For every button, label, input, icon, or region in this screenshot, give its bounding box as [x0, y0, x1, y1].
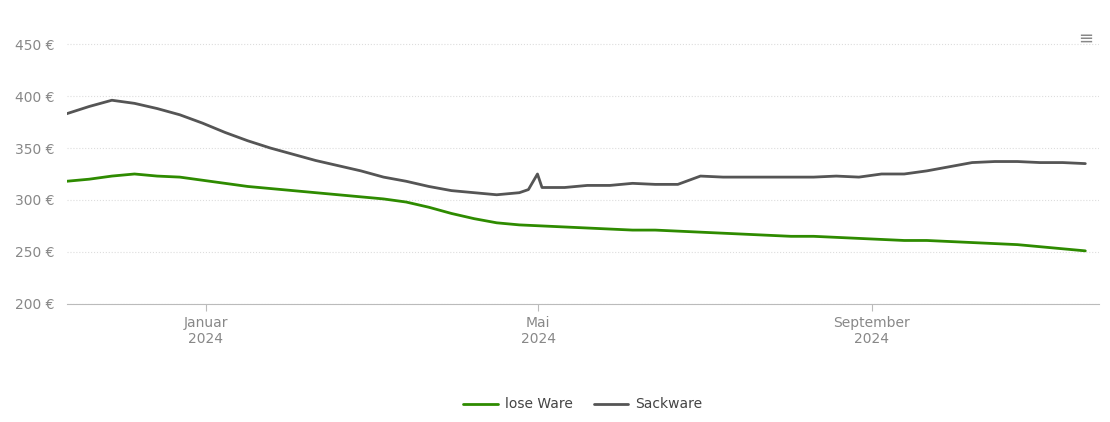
Sackware — [898, 171, 911, 176]
lose Ware — [581, 225, 594, 230]
Sackware — [966, 160, 979, 165]
Sackware — [445, 188, 458, 193]
Sackware — [716, 175, 729, 180]
Sackware — [988, 159, 1001, 164]
lose Ware — [672, 229, 685, 234]
lose Ware — [898, 238, 911, 243]
Sackware — [195, 121, 209, 126]
lose Ware — [60, 179, 73, 184]
lose Ware — [128, 171, 141, 176]
Sackware — [128, 101, 141, 106]
lose Ware — [988, 241, 1001, 246]
lose Ware — [241, 184, 254, 189]
Sackware — [105, 98, 119, 103]
lose Ware — [286, 188, 300, 193]
Sackware — [422, 184, 435, 189]
Sackware — [535, 185, 548, 190]
lose Ware — [829, 235, 842, 240]
Sackware — [875, 171, 888, 176]
Sackware — [761, 175, 775, 180]
Sackware — [219, 130, 232, 135]
lose Ware — [332, 192, 345, 197]
lose Ware — [400, 200, 413, 205]
lose Ware — [603, 227, 616, 232]
lose Ware — [761, 233, 775, 238]
Sackware — [491, 192, 504, 197]
Sackware — [151, 106, 164, 111]
Sackware — [648, 182, 662, 187]
Sackware — [1056, 160, 1069, 165]
Sackware — [807, 175, 820, 180]
lose Ware — [920, 238, 934, 243]
Sackware — [694, 173, 707, 179]
Sackware — [400, 179, 413, 184]
Sackware — [522, 187, 535, 192]
Sackware — [785, 175, 798, 180]
lose Ware — [626, 227, 639, 233]
Sackware — [332, 163, 345, 168]
lose Ware — [219, 181, 232, 186]
lose Ware — [1056, 246, 1069, 252]
lose Ware — [739, 232, 753, 237]
Sackware — [603, 183, 616, 188]
lose Ware — [1033, 244, 1047, 249]
lose Ware — [309, 190, 322, 195]
lose Ware — [82, 177, 95, 182]
Sackware — [264, 146, 278, 151]
lose Ware — [558, 225, 572, 230]
Sackware — [241, 138, 254, 143]
Sackware — [829, 173, 842, 179]
Sackware — [558, 185, 572, 190]
lose Ware — [422, 205, 435, 210]
Sackware — [531, 171, 544, 176]
Sackware — [1033, 160, 1047, 165]
Line: lose Ware: lose Ware — [67, 174, 1086, 251]
Sackware — [739, 175, 753, 180]
Sackware — [626, 181, 639, 186]
lose Ware — [852, 236, 866, 241]
lose Ware — [535, 223, 548, 228]
lose Ware — [966, 240, 979, 245]
lose Ware — [151, 173, 164, 179]
Sackware — [309, 158, 322, 163]
lose Ware — [445, 211, 458, 216]
Sackware — [377, 175, 391, 180]
lose Ware — [491, 220, 504, 225]
lose Ware — [105, 173, 119, 179]
Text: ≡: ≡ — [1078, 30, 1093, 48]
Sackware — [513, 190, 526, 195]
lose Ware — [377, 196, 391, 201]
lose Ware — [1079, 248, 1092, 253]
lose Ware — [648, 227, 662, 233]
Sackware — [82, 104, 95, 109]
Sackware — [852, 175, 866, 180]
lose Ware — [354, 194, 367, 199]
Sackware — [672, 182, 685, 187]
lose Ware — [694, 230, 707, 235]
lose Ware — [264, 186, 278, 191]
Sackware — [942, 164, 956, 169]
Line: Sackware: Sackware — [67, 100, 1086, 195]
Sackware — [467, 190, 481, 195]
lose Ware — [513, 222, 526, 227]
Sackware — [286, 152, 300, 157]
Sackware — [60, 111, 73, 116]
Legend: lose Ware, Sackware: lose Ware, Sackware — [457, 392, 708, 417]
lose Ware — [195, 178, 209, 183]
Sackware — [1011, 159, 1025, 164]
Sackware — [173, 112, 186, 117]
Sackware — [354, 168, 367, 173]
lose Ware — [716, 231, 729, 236]
lose Ware — [785, 234, 798, 239]
Sackware — [581, 183, 594, 188]
lose Ware — [1011, 242, 1025, 247]
lose Ware — [807, 234, 820, 239]
Sackware — [1079, 161, 1092, 166]
lose Ware — [875, 237, 888, 242]
Sackware — [920, 168, 934, 173]
lose Ware — [942, 239, 956, 244]
lose Ware — [173, 175, 186, 180]
lose Ware — [467, 216, 481, 221]
